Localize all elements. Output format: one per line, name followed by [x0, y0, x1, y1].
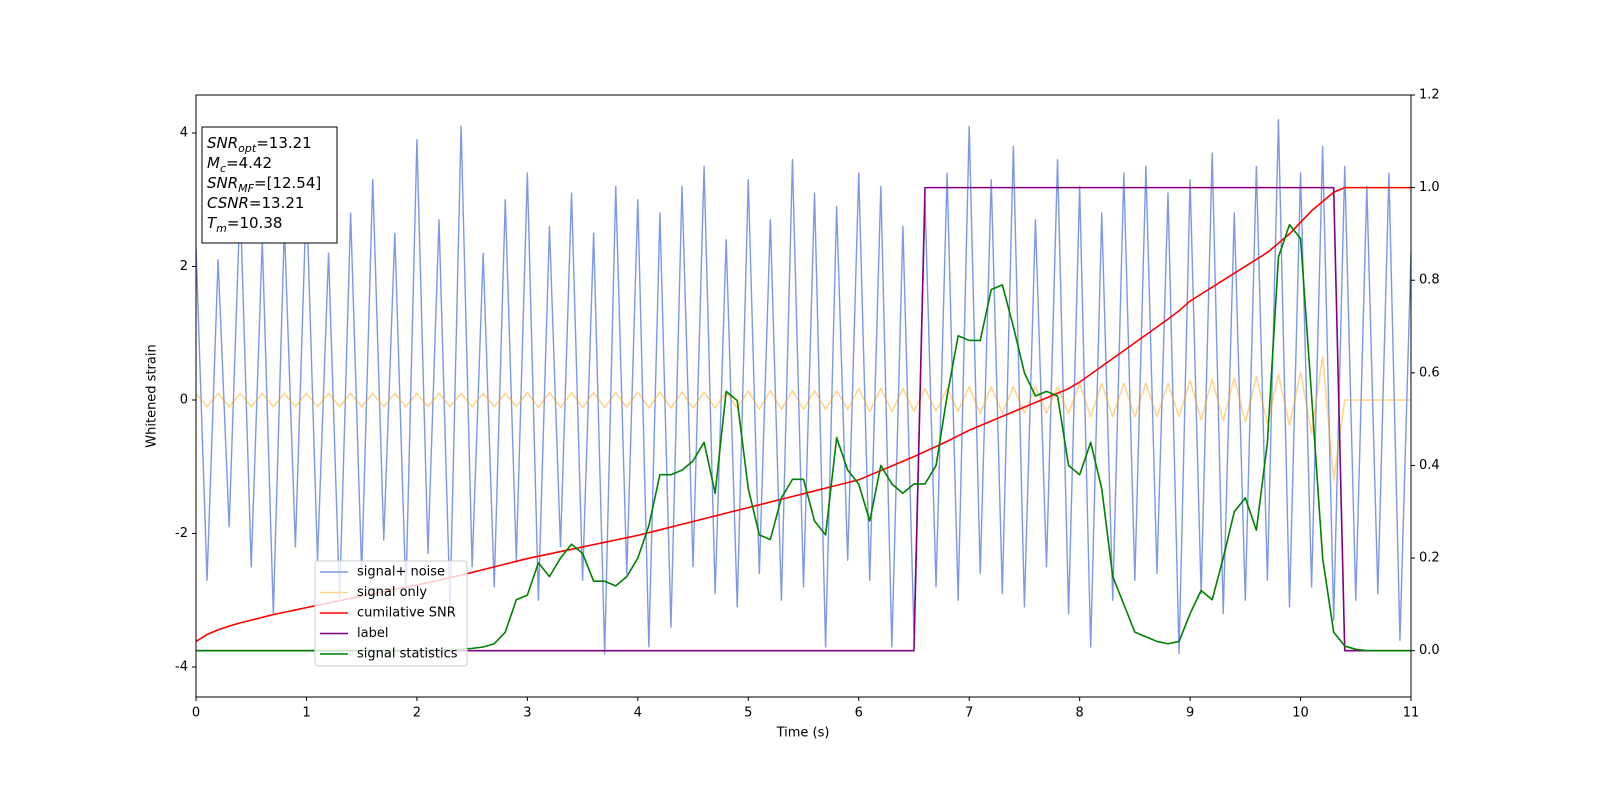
- x-tick-label: 11: [1403, 706, 1420, 721]
- y2-tick-label: 0.6: [1419, 365, 1440, 380]
- y-axis-label: Whitened strain: [145, 344, 160, 447]
- legend-label: signal only: [357, 585, 427, 600]
- legend-box: [314, 560, 468, 667]
- legend-label: label: [357, 626, 388, 641]
- legend-label: cumilative SNR: [357, 606, 456, 621]
- x-tick-label: 9: [1186, 706, 1194, 721]
- x-tick-label: 2: [413, 706, 421, 721]
- y2-tick-label: 0.0: [1419, 643, 1440, 658]
- y-tick-label: 0: [180, 393, 188, 408]
- x-tick-label: 5: [744, 706, 752, 721]
- annotation-text: =[12.54]: [254, 174, 321, 192]
- y-tick-label: 4: [180, 126, 188, 141]
- annotation-subscript: c: [220, 162, 226, 175]
- legend-label: signal+ noise: [357, 565, 445, 580]
- y2-tick-label: 0.2: [1419, 551, 1440, 566]
- annotation-box: [201, 126, 338, 244]
- annotation-text: =4.42: [226, 154, 272, 172]
- annotation-line: SNRMF=[12.54]: [207, 174, 321, 195]
- annotation-line: CSNR=13.21: [207, 194, 304, 212]
- x-tick-label: 10: [1292, 706, 1309, 721]
- annotation-line: Tm=10.38: [207, 214, 282, 235]
- legend-label: signal statistics: [357, 647, 458, 662]
- series-line: [196, 355, 1411, 481]
- x-tick-label: 1: [302, 706, 310, 721]
- y2-tick-label: 0.4: [1419, 458, 1440, 473]
- annotation-symbol: CSNR: [207, 194, 249, 212]
- y2-tick-label: 1.2: [1419, 88, 1440, 103]
- annotation-text: =10.38: [227, 214, 283, 232]
- annotation-symbol: SNR: [207, 174, 238, 192]
- x-tick-label: 3: [523, 706, 531, 721]
- y-tick-label: -2: [175, 526, 188, 541]
- y2-tick-label: 1.0: [1419, 180, 1440, 195]
- y-tick-label: 2: [180, 259, 188, 274]
- x-tick-label: 8: [1075, 706, 1083, 721]
- annotation-subscript: m: [216, 222, 227, 235]
- x-axis-label: Time (s): [776, 726, 830, 741]
- x-tick-label: 6: [855, 706, 863, 721]
- annotation-line: Mc=4.42: [207, 154, 272, 175]
- annotation-symbol: T: [207, 214, 218, 232]
- x-tick-label: 0: [192, 706, 200, 721]
- annotation-symbol: SNR: [207, 134, 238, 152]
- y-tick-label: -4: [175, 659, 188, 674]
- annotation-text: =13.21: [256, 134, 312, 152]
- annotation-line: SNRopt=13.21: [207, 134, 312, 155]
- series-line: [196, 118, 1411, 655]
- annotation-symbol: M: [207, 154, 220, 172]
- plot-frame: [195, 94, 1412, 698]
- annotation-text: =13.21: [249, 194, 305, 212]
- annotation-subscript: MF: [238, 182, 254, 195]
- x-tick-label: 7: [965, 706, 973, 721]
- annotation-subscript: opt: [238, 142, 257, 155]
- x-tick-label: 4: [634, 706, 642, 721]
- y2-tick-label: 0.8: [1419, 273, 1440, 288]
